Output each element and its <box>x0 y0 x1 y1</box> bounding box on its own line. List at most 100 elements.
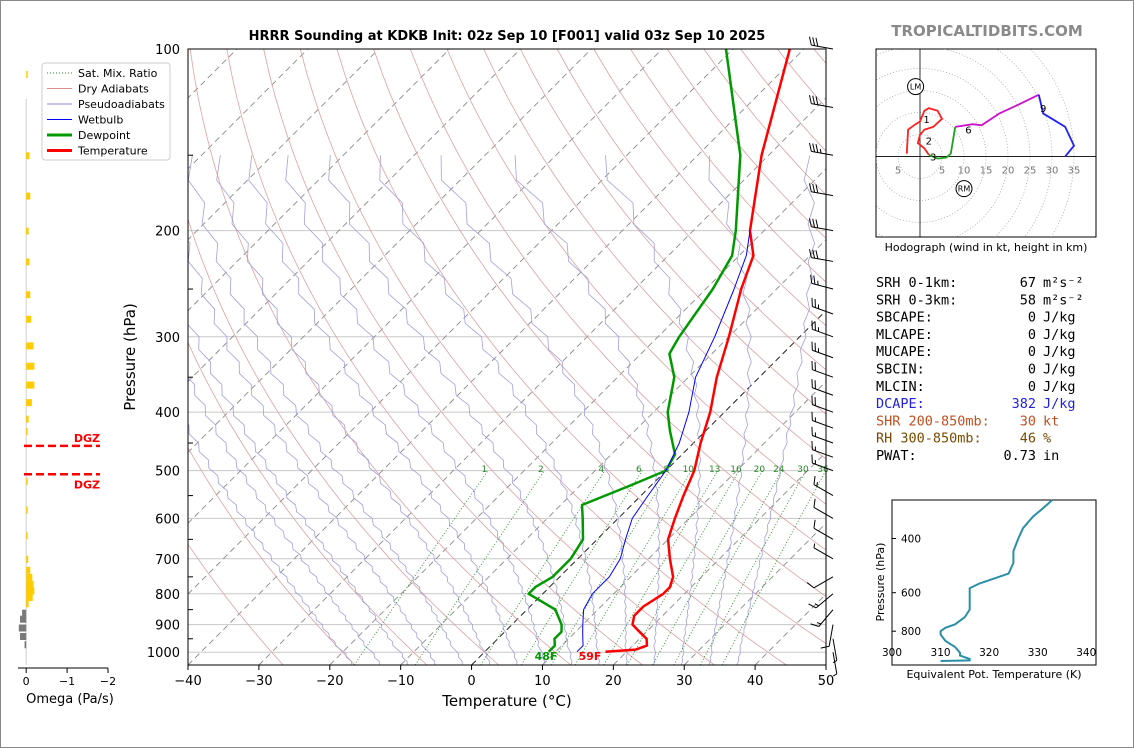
hodograph-height-label: 6 <box>965 126 971 137</box>
hodograph-height-label: 9 <box>1040 104 1046 115</box>
legend-label: Dewpoint <box>78 129 131 142</box>
wind-barb <box>813 543 834 560</box>
wind-barb <box>811 297 834 315</box>
hodograph-tick-label: 35 <box>1068 165 1081 176</box>
omega-bar <box>18 624 27 632</box>
barb-staff <box>832 638 838 661</box>
barb-full <box>815 96 819 105</box>
barb-full <box>812 95 816 105</box>
wind-barb <box>808 36 834 50</box>
barb-full <box>820 645 830 649</box>
omega-bar <box>24 641 27 649</box>
barb-staff <box>813 576 834 589</box>
omega-bar <box>26 477 28 485</box>
mixing-ratio-line <box>550 470 671 665</box>
index-value: 0 <box>1028 362 1036 378</box>
index-unit: J/kg <box>1043 310 1076 326</box>
legend-label: Dry Adiabats <box>78 83 149 96</box>
wind-barb <box>808 218 834 232</box>
y-tick-label: 800 <box>155 588 180 603</box>
omega-x-tick-label: −1 <box>59 675 75 688</box>
wind-barb <box>811 426 834 444</box>
mixing-ratio-label: 24 <box>773 465 785 475</box>
barb-staff <box>812 404 834 413</box>
barb-full <box>815 37 819 47</box>
index-unit: kt <box>1043 413 1059 429</box>
isotherm-line <box>188 49 379 241</box>
legend: Sat. Mix. Ratio Dry Adiabats Pseudoadiabat… <box>41 62 171 161</box>
indices-table: SRH 0-1km: 67 m²s⁻² SRH 0-3km: 58 m²s⁻² SBCAPE… <box>876 275 1084 464</box>
hodograph-height-label: 2 <box>926 136 932 147</box>
x-tick-label: −40 <box>174 674 201 689</box>
omega-bar <box>20 633 27 641</box>
dry-adiabat-line <box>593 49 826 327</box>
barb-full <box>806 582 815 589</box>
wind-barb <box>813 519 834 540</box>
barb-full <box>810 623 820 627</box>
wind-barb <box>806 576 834 589</box>
y-tick-label: 100 <box>155 43 180 58</box>
barb-half <box>816 622 822 625</box>
index-unit: m²s⁻² <box>1043 292 1084 308</box>
dry-adiabat-line <box>263 49 715 665</box>
dry-adiabat-line <box>556 49 826 371</box>
index-unit: J/kg <box>1043 327 1076 343</box>
mixing-ratio-label: 1 <box>482 465 488 475</box>
omega-bar <box>26 362 35 370</box>
mixing-ratio-line <box>574 470 692 665</box>
barb-full <box>812 249 816 259</box>
index-label: RH 300-850mb: <box>876 431 982 447</box>
wind-barb <box>832 652 838 677</box>
omega-bar <box>26 532 28 540</box>
barb-full <box>815 219 819 229</box>
barb-full <box>808 249 812 258</box>
pseudoadiabat-line <box>605 155 702 665</box>
omega-bar <box>26 600 29 608</box>
hodograph-inner: 5 5 10 15 20 25 30 35 1 2 3 6 9 LM RM <box>876 49 1096 237</box>
theta-e-x-tick-label: 300 <box>882 647 902 659</box>
index-label: SBCAPE: <box>876 310 933 326</box>
mixing-ratio-label: 30 <box>797 465 809 475</box>
pseudoadiabat-line <box>514 155 661 665</box>
y-tick-label: 300 <box>155 331 180 346</box>
index-unit: J/kg <box>1043 396 1076 412</box>
barb-staff <box>812 449 834 458</box>
dry-adiabat-line <box>226 49 643 665</box>
mixing-ratio-line <box>673 470 783 665</box>
barb-staff <box>812 420 834 429</box>
omega-bar <box>20 615 27 623</box>
legend-label: Wetbulb <box>78 114 123 127</box>
omega-bar <box>26 573 33 581</box>
y-tick-label: 1000 <box>147 646 180 661</box>
omega-x-tick-label: −2 <box>100 675 116 688</box>
index-value: 0 <box>1028 310 1036 326</box>
dewpoint-profile <box>527 49 742 653</box>
omega-panel: DGZ DGZ 0 −1 −2 <box>18 70 116 688</box>
theta-e-frame <box>891 499 1097 666</box>
barb-full <box>808 142 812 152</box>
wetbulb-profile <box>576 230 751 653</box>
omega-bar <box>26 587 35 595</box>
x-tick-label: 0 <box>467 674 475 689</box>
x-tick-label: 10 <box>534 674 551 689</box>
pseudoadiabat-line <box>285 155 546 665</box>
barb-half <box>819 148 822 154</box>
wind-barb <box>808 593 834 609</box>
barb-half <box>814 603 819 607</box>
hodograph-tick-label: 5 <box>895 165 901 176</box>
y-tick-label: 700 <box>155 553 180 568</box>
barb-staff <box>828 624 834 647</box>
omega-bar <box>26 415 29 423</box>
omega-bar <box>22 609 27 617</box>
skew-t-clip-group <box>188 49 826 665</box>
barb-full <box>813 275 816 285</box>
dry-adiabat-line <box>299 49 787 665</box>
index-value: 67 <box>1020 275 1036 291</box>
omega-bar <box>26 258 30 266</box>
hodograph-tick-label: 5 <box>939 165 945 176</box>
hodograph-frame <box>875 48 1097 238</box>
index-unit: m²s⁻² <box>1043 275 1084 291</box>
pseudoadiabat-line <box>216 155 491 665</box>
index-value: 0 <box>1028 344 1036 360</box>
